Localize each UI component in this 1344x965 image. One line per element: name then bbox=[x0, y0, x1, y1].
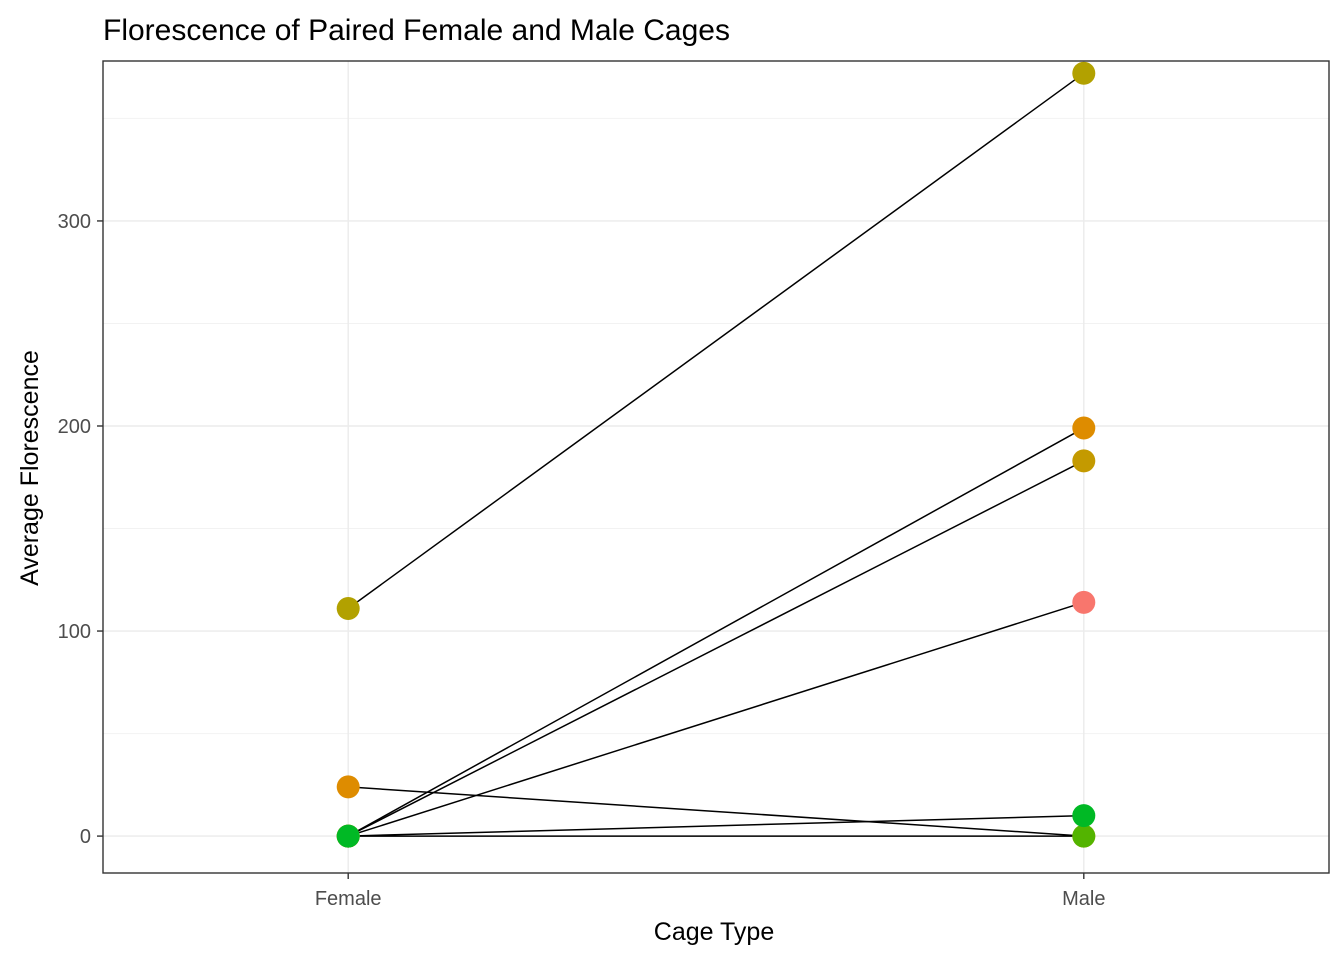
panel-border bbox=[102, 60, 1330, 874]
x-tick-label: Female bbox=[315, 888, 382, 910]
x-axis-title: Cage Type bbox=[654, 918, 774, 946]
data-point-male bbox=[1072, 61, 1096, 85]
y-tick-label: 200 bbox=[58, 416, 91, 438]
y-tick-label: 300 bbox=[58, 211, 91, 233]
pair-line bbox=[347, 601, 1085, 837]
data-point-male bbox=[1072, 804, 1096, 828]
pair-line bbox=[348, 814, 1084, 837]
data-point-male bbox=[1072, 590, 1096, 614]
pair-line bbox=[347, 72, 1085, 610]
pair-line bbox=[347, 427, 1085, 837]
y-tick-label: 100 bbox=[58, 621, 91, 643]
data-point-male bbox=[1072, 416, 1096, 440]
data-point-female bbox=[336, 596, 360, 620]
y-axis-title: Average Florescence bbox=[16, 350, 44, 586]
pair-line bbox=[348, 786, 1084, 837]
data-point-female bbox=[336, 775, 360, 799]
y-tick-label: 0 bbox=[80, 826, 91, 848]
x-tick-label: Male bbox=[1062, 888, 1105, 910]
data-point-male bbox=[1072, 824, 1096, 848]
plot-area: 0 100 200 300 Female Male bbox=[58, 60, 1330, 910]
chart-title: Florescence of Paired Female and Male Ca… bbox=[103, 14, 730, 47]
data-point-male bbox=[1072, 449, 1096, 473]
pair-line bbox=[347, 460, 1085, 837]
data-point-female bbox=[336, 824, 360, 848]
